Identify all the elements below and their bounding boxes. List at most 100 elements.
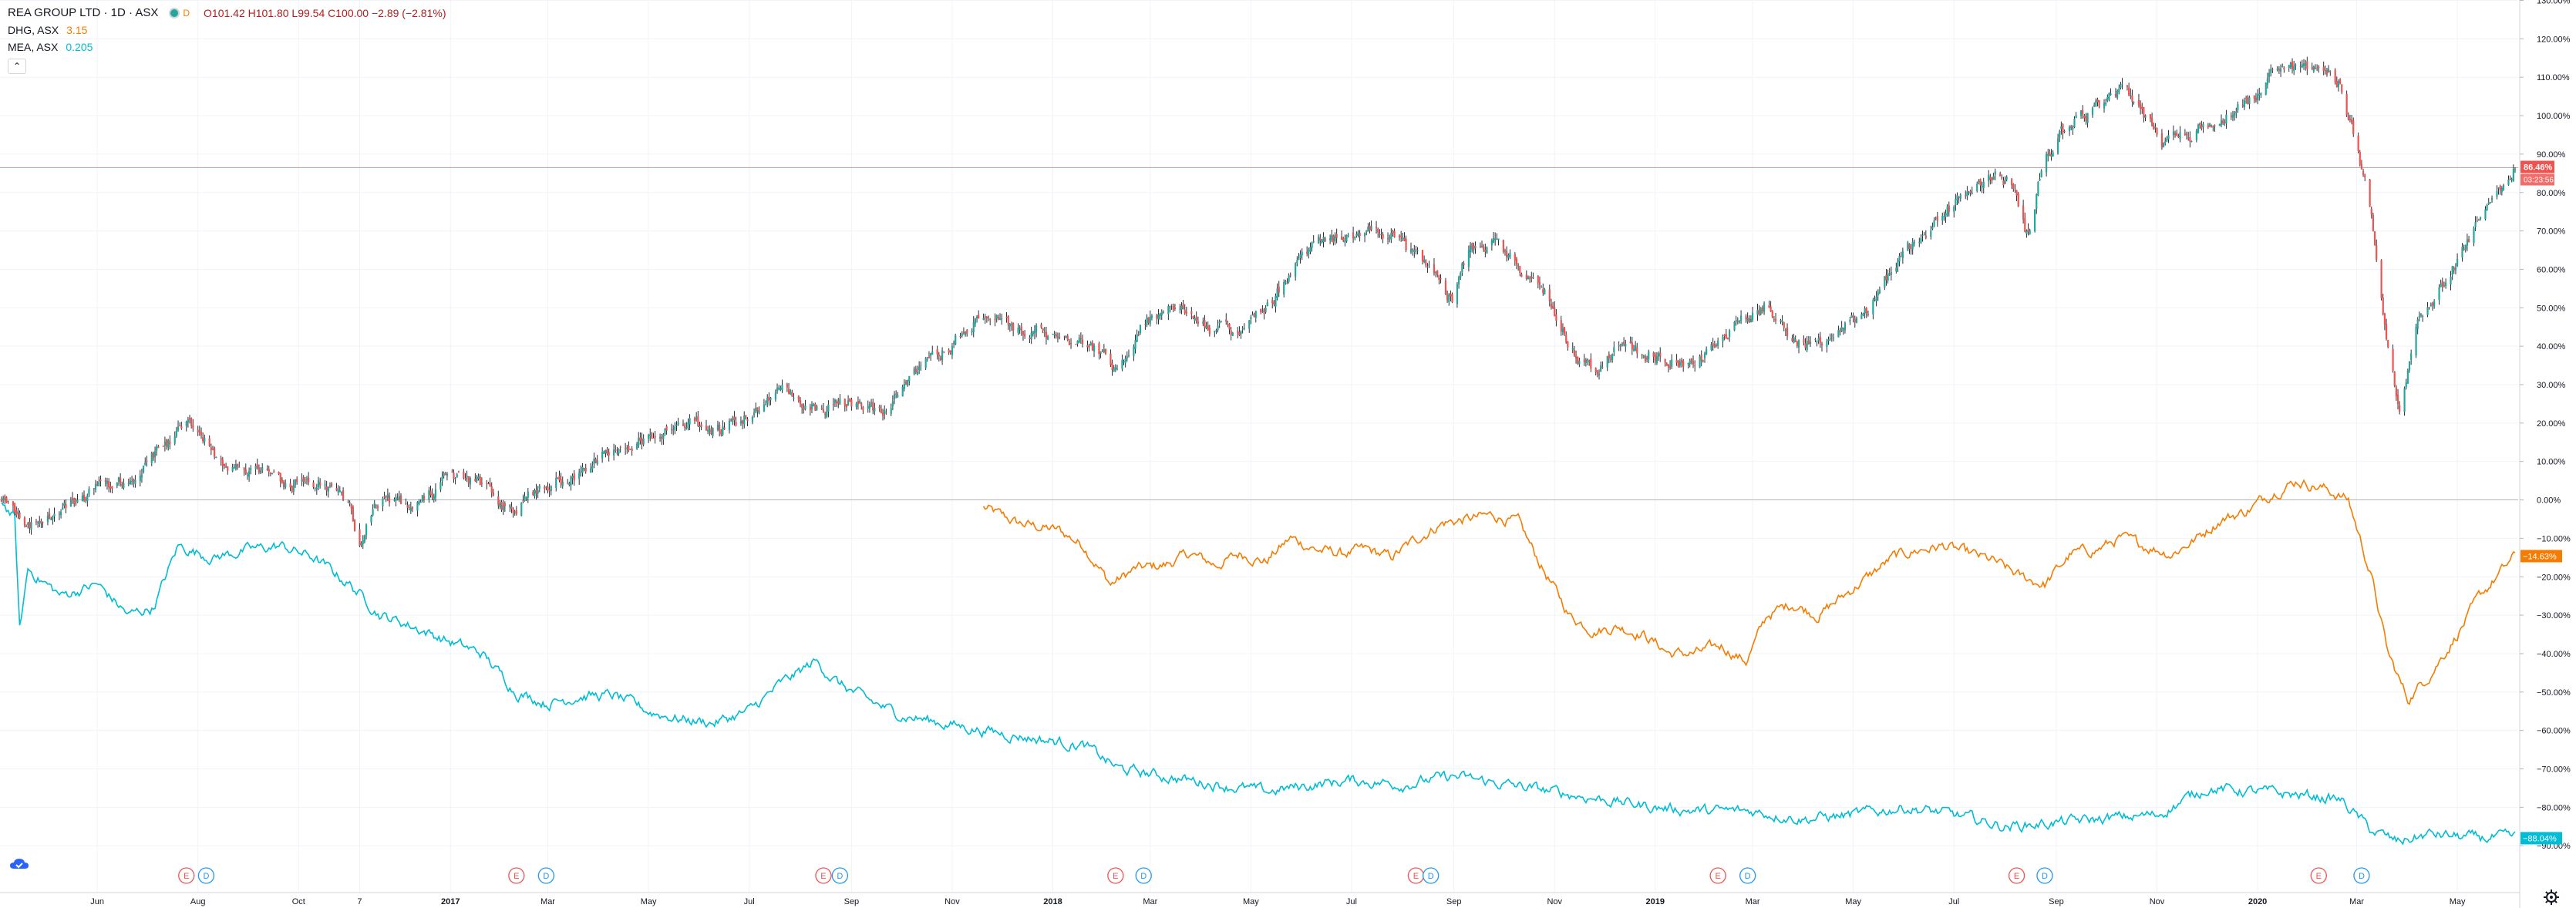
earnings-marker[interactable] [2008,867,2025,884]
candle-body [1405,238,1407,251]
candle-body [1827,339,1830,341]
cloud-icon[interactable] [9,857,29,871]
candle-body [71,498,74,499]
candle-body [477,476,480,479]
candle-body [844,399,846,406]
candle-body [350,503,352,509]
candle-body [975,316,978,319]
candle-body [2426,307,2429,315]
dividend-marker[interactable] [1423,867,1440,884]
candle-body [1618,345,1620,347]
candle-body [1218,321,1221,324]
dividend-marker[interactable] [831,867,849,884]
candle-body [98,481,100,486]
candle-body [2212,126,2214,128]
candle-body [1770,306,1772,312]
legend-series-symbol[interactable]: MEA, ASX [8,41,59,53]
candle-body [1840,327,1843,332]
legend-series-symbol[interactable]: DHG, ASX [8,24,59,36]
earnings-marker[interactable] [508,867,525,884]
earnings-marker[interactable] [2310,867,2327,884]
candle-body [1207,325,1209,331]
candle-body [65,504,67,509]
candle-body [2050,154,2052,157]
candle-body [1086,345,1089,348]
dividend-marker[interactable] [197,867,215,884]
candle-body [2202,123,2204,127]
candle-body [2247,96,2249,105]
candle-body [244,469,247,474]
candle-body [2311,67,2313,69]
candle-body [2301,64,2303,68]
legend-main-title[interactable]: REA GROUP LTD · 1D · ASX [8,6,159,19]
candle-body [1687,362,1689,365]
earnings-marker[interactable] [1709,867,1726,884]
candle-body [2360,163,2363,170]
candle-body [833,399,837,403]
candle-body [2278,69,2281,71]
candle-body [2463,248,2465,251]
y-tick-label: 70.00% [2537,227,2566,237]
candle-body [428,489,430,500]
candle-body [220,458,222,460]
candle-body [285,483,287,488]
candle-body [558,476,561,481]
candle-body [2131,95,2133,102]
candle-body [1515,258,1518,265]
candle-body [1254,311,1257,318]
candle-body [121,483,123,486]
candle-body [2105,103,2107,105]
dividend-marker[interactable] [2036,867,2053,884]
earnings-marker[interactable] [178,867,195,884]
candle-body [1461,263,1463,273]
candle-body [487,483,490,485]
candle-body [1900,256,1902,257]
earnings-marker[interactable] [815,867,832,884]
candle-body [832,404,834,405]
candle-body [2431,303,2434,305]
candle-body [1956,195,1958,200]
x-tick-label: Sep [2049,897,2064,906]
collapse-legend-button[interactable]: ⌃ [8,59,26,74]
candle-body [254,466,257,469]
y-tick-label: 100.00% [2537,112,2571,121]
dividend-marker[interactable] [1135,867,1152,884]
event-marker-label: D [1140,872,1147,881]
candle-body [1532,277,1534,278]
candle-body [190,418,193,426]
candle-body [2174,133,2177,135]
candle-body [787,388,790,394]
y-tick-label: 10.00% [2537,458,2566,467]
candle-body [987,317,990,318]
candle-body [1149,316,1151,325]
candle-body [847,400,850,406]
dividend-marker[interactable] [2353,867,2370,884]
earnings-marker[interactable] [1107,867,1124,884]
candle-body [1509,253,1511,257]
candle-body [1030,332,1032,340]
candle-body [1425,260,1427,266]
candle-body [1921,235,1924,237]
candle-body [1273,301,1275,305]
candle-body [454,478,456,479]
gear-icon[interactable] [2543,889,2560,906]
candle-body [2383,313,2386,325]
candle-body [709,430,711,432]
candle-body [2507,179,2510,185]
candle-body [1680,360,1683,363]
dividend-marker[interactable] [537,867,555,884]
candle-body [1389,237,1391,239]
candle-body [1613,347,1615,352]
candle-body [117,477,120,482]
candle-body [1156,314,1158,319]
candle-body [2334,69,2336,83]
candle-body [1773,319,1776,321]
candle-body [606,449,608,455]
candle-body [139,475,141,482]
dividend-marker[interactable] [1739,867,1756,884]
candle-body [857,401,860,405]
candle-body [809,406,811,411]
candle-body [641,439,643,445]
